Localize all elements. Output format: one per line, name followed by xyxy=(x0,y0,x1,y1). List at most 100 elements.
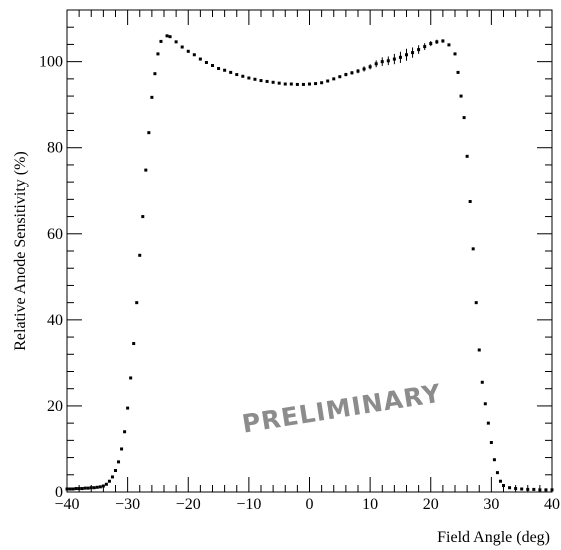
data-point xyxy=(498,479,502,483)
data-point xyxy=(538,488,542,492)
data-point xyxy=(235,73,239,77)
data-point xyxy=(211,64,214,68)
data-point xyxy=(80,487,84,491)
y-tick-label: 40 xyxy=(47,312,63,329)
data-point xyxy=(144,168,148,172)
data-point xyxy=(411,51,415,55)
data-point xyxy=(483,402,487,406)
data-point xyxy=(495,471,499,475)
data-point xyxy=(253,77,257,81)
data-point xyxy=(480,380,484,384)
data-point xyxy=(74,487,78,491)
y-tick-label: 100 xyxy=(39,54,63,71)
data-point xyxy=(71,487,75,491)
data-point xyxy=(308,82,311,86)
data-point xyxy=(544,488,548,492)
data-point xyxy=(138,253,142,257)
data-point xyxy=(295,82,299,86)
data-point xyxy=(204,61,208,65)
data-point xyxy=(462,116,466,120)
x-tick-label: 20 xyxy=(423,496,439,513)
data-point xyxy=(92,486,96,490)
data-point xyxy=(489,441,493,445)
data-point xyxy=(465,154,469,158)
error-bars xyxy=(345,39,450,77)
data-point xyxy=(147,131,151,135)
data-point xyxy=(520,487,524,491)
axis-ticks xyxy=(66,9,553,493)
data-point xyxy=(132,342,136,346)
x-tick-label: 40 xyxy=(544,496,560,513)
data-point xyxy=(265,79,269,83)
data-point xyxy=(101,484,105,488)
data-point xyxy=(229,70,233,74)
data-point xyxy=(129,376,133,380)
data-point xyxy=(456,70,460,74)
data-point xyxy=(417,48,421,52)
data-point xyxy=(392,57,396,61)
data-point xyxy=(314,82,318,86)
data-point xyxy=(301,82,305,86)
x-tick-label: −40 xyxy=(54,496,79,513)
data-point xyxy=(107,479,111,483)
data-point xyxy=(362,67,366,71)
data-point xyxy=(168,35,172,39)
y-tick-label: 60 xyxy=(47,226,63,243)
data-point xyxy=(198,57,202,61)
x-tick-label: 10 xyxy=(362,496,378,513)
data-point xyxy=(386,59,390,63)
data-point xyxy=(320,81,324,85)
x-axis-label: Field Angle (deg) xyxy=(437,529,550,546)
data-point xyxy=(110,475,114,479)
data-point xyxy=(405,53,408,57)
data-point xyxy=(141,215,145,219)
y-tick-label: 80 xyxy=(47,140,63,157)
data-point xyxy=(104,482,108,486)
data-point xyxy=(429,42,433,46)
data-point xyxy=(502,484,505,488)
y-tick-labels: 0 20 40 60 80 100 xyxy=(39,54,63,501)
data-points xyxy=(65,34,554,492)
data-point xyxy=(117,460,121,464)
x-tick-label: −10 xyxy=(236,496,261,513)
data-point xyxy=(126,406,130,410)
data-point xyxy=(241,74,245,78)
data-point xyxy=(356,69,360,73)
data-point xyxy=(150,95,154,99)
data-point xyxy=(486,421,490,425)
data-point xyxy=(474,301,478,305)
data-point xyxy=(86,486,90,490)
data-point xyxy=(135,301,139,305)
data-point xyxy=(68,487,72,491)
data-point xyxy=(65,487,69,491)
data-point xyxy=(180,45,184,49)
x-tick-label: 0 xyxy=(306,496,314,513)
data-point xyxy=(159,39,163,43)
data-point xyxy=(271,80,275,84)
data-point xyxy=(550,488,554,492)
data-point xyxy=(165,34,169,38)
data-point xyxy=(471,247,475,251)
data-point xyxy=(217,67,221,71)
data-point xyxy=(289,82,293,86)
data-point xyxy=(368,65,372,69)
data-point xyxy=(247,76,251,80)
data-point xyxy=(344,73,348,77)
data-point xyxy=(398,55,402,59)
data-point xyxy=(332,77,336,81)
data-point xyxy=(459,94,463,98)
data-point xyxy=(192,53,196,57)
data-point xyxy=(468,200,472,204)
data-point xyxy=(283,82,287,86)
data-point xyxy=(114,468,117,472)
data-point xyxy=(477,348,481,352)
y-tick-label: 20 xyxy=(47,398,63,415)
data-point xyxy=(532,487,536,491)
data-point xyxy=(508,486,512,490)
data-point xyxy=(83,486,87,490)
x-tick-label: −20 xyxy=(176,496,201,513)
data-point xyxy=(174,40,178,44)
data-point xyxy=(350,71,354,75)
data-point xyxy=(441,39,445,43)
